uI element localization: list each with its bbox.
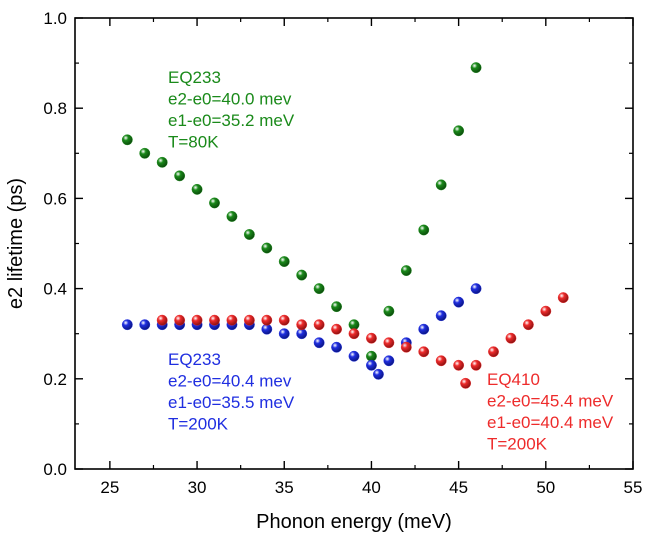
data-point	[278, 328, 290, 340]
data-point	[366, 332, 377, 344]
y-tick-label: 0.2	[43, 370, 67, 389]
x-tick-label: 45	[449, 478, 468, 497]
annotation-line: T=200K	[168, 415, 229, 434]
data-point	[488, 346, 499, 358]
data-point	[296, 319, 308, 331]
data-point	[313, 283, 325, 294]
data-point	[226, 314, 238, 326]
y-tick-label: 0.0	[43, 460, 67, 479]
data-point	[209, 314, 220, 326]
data-point	[261, 314, 273, 326]
data-point	[156, 156, 168, 168]
data-point	[331, 301, 342, 313]
data-point	[453, 125, 465, 137]
annotation-line: e1-e0=40.4 meV	[487, 413, 614, 432]
y-axis-title: e2 lifetime (ps)	[5, 178, 27, 309]
data-point	[540, 305, 552, 317]
data-point	[296, 269, 308, 281]
data-point	[139, 147, 151, 159]
annotation-block: EQ233 e2-e0=40.0 mev e1-e0=35.2 meV T=80K	[168, 68, 295, 152]
data-points	[121, 62, 569, 389]
data-point	[348, 328, 360, 340]
data-point	[435, 310, 447, 322]
data-point	[470, 359, 482, 371]
data-point	[400, 341, 412, 353]
data-point	[418, 346, 430, 358]
y-tick-label: 0.8	[43, 99, 67, 118]
annotation-line: T=80K	[168, 133, 219, 152]
data-point	[453, 359, 465, 371]
y-tick-label: 1.0	[43, 9, 67, 28]
data-point	[156, 314, 168, 326]
data-point	[313, 337, 325, 349]
data-point	[348, 350, 360, 362]
data-point	[191, 183, 203, 195]
annotation-line: e1-e0=35.2 meV	[168, 111, 295, 130]
y-tick-label: 0.4	[43, 280, 67, 299]
data-point	[191, 314, 203, 326]
x-tick-label: 30	[188, 478, 207, 497]
data-point	[418, 224, 430, 236]
data-point	[470, 62, 482, 74]
data-point	[243, 314, 255, 326]
data-point	[383, 355, 395, 367]
y-tick-label: 0.6	[43, 189, 67, 208]
data-point	[278, 314, 290, 326]
data-point	[174, 170, 186, 182]
x-tick-label: 35	[275, 478, 294, 497]
annotation-line: EQ233	[168, 350, 221, 369]
data-point	[174, 314, 186, 326]
data-point	[226, 211, 238, 222]
data-point	[366, 359, 377, 371]
data-point	[383, 337, 395, 349]
annotation-line: e2-e0=45.4 meV	[487, 392, 614, 411]
x-axis-title: Phonon energy (meV)	[256, 511, 452, 533]
annotation-line: T=200K	[487, 435, 548, 454]
annotation-line: e1-e0=35.5 meV	[168, 393, 295, 412]
data-point	[331, 341, 342, 353]
annotation-line: e2-e0=40.4 mev	[168, 372, 292, 391]
data-point	[400, 265, 412, 276]
x-tick-label: 40	[362, 478, 381, 497]
data-point	[522, 319, 534, 331]
annotation-line: EQ233	[168, 68, 221, 87]
axis-labels: 25 30 35 40 45 50 55 0.0 0.2 0.4 0.6 0.8 1.0	[43, 9, 642, 497]
data-point	[243, 229, 255, 240]
data-point	[209, 197, 220, 209]
x-tick-label: 25	[100, 478, 119, 497]
annotation-line: e2-e0=40.0 mev	[168, 90, 292, 109]
data-point	[139, 319, 151, 331]
axes	[74, 17, 634, 470]
data-point	[505, 332, 517, 344]
data-point	[121, 319, 133, 331]
annotation-block: EQ410 e2-e0=45.4 meV e1-e0=40.4 meV T=200K	[487, 370, 614, 454]
data-point	[453, 296, 465, 308]
data-point	[460, 377, 471, 389]
annotation-block: EQ233 e2-e0=40.4 mev e1-e0=35.5 meV T=200K	[168, 350, 295, 434]
annotation-line: EQ410	[487, 370, 540, 389]
data-point	[435, 355, 447, 367]
data-point	[418, 323, 430, 335]
data-point	[373, 368, 384, 380]
data-point	[261, 242, 273, 254]
data-point	[470, 283, 482, 294]
data-point	[557, 292, 569, 304]
x-tick-label: 55	[624, 478, 643, 497]
data-point	[278, 256, 290, 267]
data-point	[313, 319, 325, 331]
data-point	[121, 134, 133, 146]
data-point	[383, 305, 395, 317]
data-point	[435, 179, 447, 191]
x-tick-label: 50	[536, 478, 555, 497]
data-point	[331, 323, 342, 335]
